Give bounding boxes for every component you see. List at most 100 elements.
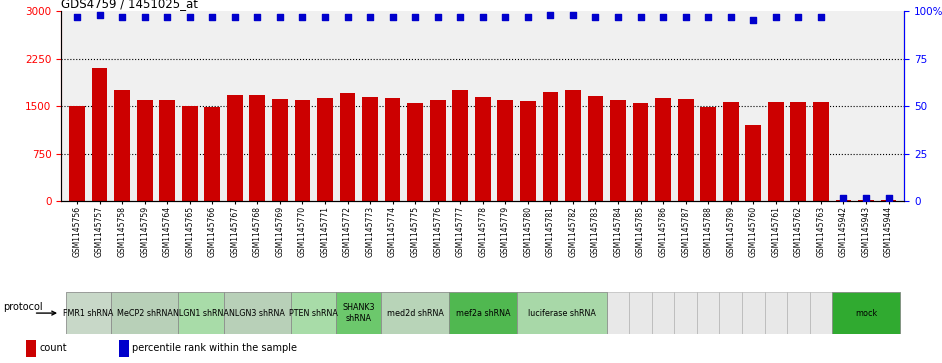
Bar [384, 98, 400, 201]
Bar [66, 292, 111, 334]
Point [295, 14, 310, 20]
Text: mock: mock [855, 309, 877, 318]
Bar [114, 90, 130, 201]
Point [115, 14, 130, 20]
Bar [745, 125, 761, 201]
Point [250, 14, 265, 20]
Bar [430, 100, 446, 201]
Point [565, 12, 580, 17]
Point [340, 14, 355, 20]
Bar [607, 292, 629, 334]
Bar [382, 292, 404, 334]
Bar [854, 292, 877, 334]
Bar [359, 292, 382, 334]
Point [272, 14, 287, 20]
Point [836, 195, 851, 200]
Bar [404, 292, 427, 334]
Bar [809, 292, 832, 334]
Text: NLGN1 shRNA: NLGN1 shRNA [173, 309, 229, 318]
Bar [497, 100, 513, 201]
Bar [742, 292, 765, 334]
Bar [472, 292, 494, 334]
Point [520, 14, 535, 20]
Point [408, 14, 423, 20]
Bar [182, 106, 198, 201]
Bar [656, 98, 671, 201]
Bar [427, 292, 449, 334]
Bar [250, 95, 266, 201]
Bar [494, 292, 516, 334]
Bar [340, 94, 355, 201]
Point [791, 14, 806, 20]
Point [588, 14, 603, 20]
Bar [516, 292, 539, 334]
Bar [227, 95, 243, 201]
Bar [475, 97, 491, 201]
Bar [111, 292, 134, 334]
Text: SHANK3
shRNA: SHANK3 shRNA [343, 303, 375, 323]
Bar [291, 292, 336, 334]
Point [746, 17, 761, 23]
Point [204, 14, 219, 20]
Point [610, 14, 625, 20]
Bar [291, 292, 314, 334]
Point [385, 14, 400, 20]
Bar [565, 90, 581, 201]
Bar [111, 292, 178, 334]
Text: FMR1 shRNA: FMR1 shRNA [63, 309, 113, 318]
Bar [69, 106, 85, 201]
Text: MeCP2 shRNA: MeCP2 shRNA [117, 309, 172, 318]
Text: med2d shRNA: med2d shRNA [387, 309, 444, 318]
Bar [201, 292, 223, 334]
Point [138, 14, 153, 20]
Bar [336, 292, 382, 334]
Text: percentile rank within the sample: percentile rank within the sample [132, 343, 297, 354]
Point [813, 14, 828, 20]
Point [858, 195, 873, 200]
Bar [178, 292, 201, 334]
Text: PTEN shRNA: PTEN shRNA [289, 309, 338, 318]
Point [678, 14, 693, 20]
Bar [119, 340, 128, 357]
Bar [588, 96, 604, 201]
Point [70, 14, 85, 20]
Bar [272, 99, 288, 201]
Point [701, 14, 716, 20]
Point [453, 14, 468, 20]
Bar [382, 292, 449, 334]
Bar [246, 292, 268, 334]
Point [475, 14, 490, 20]
Bar [881, 200, 897, 201]
Bar [677, 99, 693, 201]
Bar [697, 292, 720, 334]
Point [159, 14, 174, 20]
Point [497, 14, 512, 20]
Bar [314, 292, 336, 334]
Bar [836, 200, 852, 201]
Point [227, 14, 242, 20]
Point [182, 14, 197, 20]
Bar [700, 107, 716, 201]
Bar [452, 90, 468, 201]
Bar [723, 102, 739, 201]
Point [769, 14, 784, 20]
Bar [336, 292, 359, 334]
Bar [610, 100, 625, 201]
Bar [268, 292, 291, 334]
Bar [788, 292, 809, 334]
Bar [813, 102, 829, 201]
Bar [516, 292, 607, 334]
Bar [91, 68, 107, 201]
Bar [561, 292, 584, 334]
Bar [178, 292, 223, 334]
Bar [317, 98, 333, 201]
Bar [89, 292, 111, 334]
Bar [584, 292, 607, 334]
Bar [66, 292, 89, 334]
Bar [629, 292, 652, 334]
Bar [674, 292, 697, 334]
Point [723, 14, 739, 20]
Bar [362, 97, 378, 201]
Bar [134, 292, 156, 334]
Bar [720, 292, 742, 334]
